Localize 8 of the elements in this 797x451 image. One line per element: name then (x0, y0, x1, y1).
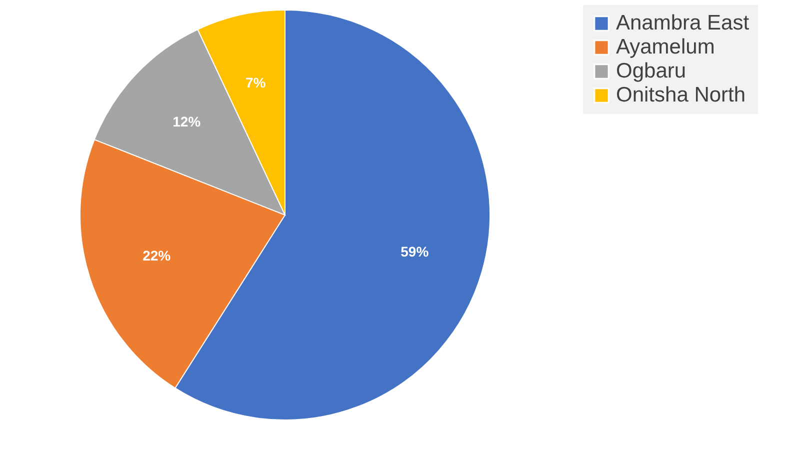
data-label: 59% (400, 244, 430, 260)
legend-label: Ogbaru (616, 60, 686, 82)
legend-label: Onitsha North (616, 84, 746, 106)
legend-label: Anambra East (616, 12, 750, 34)
data-label: 12% (172, 114, 202, 130)
data-label: 22% (142, 248, 172, 264)
data-label: 7% (245, 74, 266, 90)
legend-label: Ayamelum (616, 36, 715, 58)
